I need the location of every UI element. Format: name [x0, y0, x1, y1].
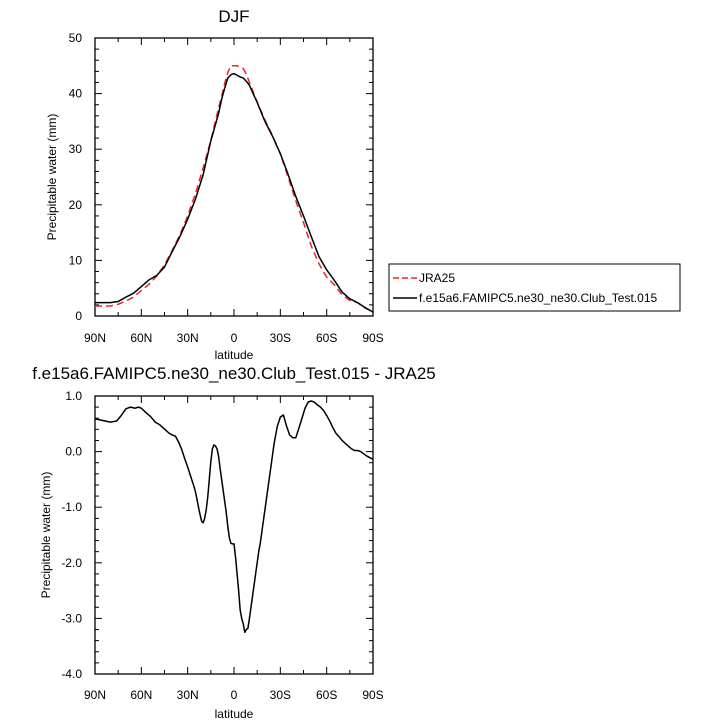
plot-frame — [94, 395, 374, 675]
series-line-1 — [95, 72, 374, 313]
y-axis-label: Precipitable water (mm) — [45, 114, 59, 241]
chart-title: f.e15a6.FAMIPC5.ne30_ne30.Club_Test.015 … — [32, 364, 436, 383]
x-tick-label: 30N — [177, 331, 199, 345]
x-tick-label: 30N — [177, 688, 199, 702]
x-tick-label: 60S — [316, 331, 337, 345]
panel-difference: f.e15a6.FAMIPC5.ne30_ne30.Club_Test.015 … — [32, 364, 436, 721]
y-axis-label: Precipitable water (mm) — [39, 472, 53, 599]
y-tick-label: 10 — [69, 253, 83, 267]
x-tick-label: 60N — [130, 688, 152, 702]
y-tick-label: -2.0 — [61, 556, 82, 570]
y-tick-label: 50 — [69, 31, 83, 45]
y-tick-label: -4.0 — [61, 667, 82, 681]
y-tick-label: 1.0 — [65, 389, 82, 403]
x-tick-label: 90N — [84, 331, 106, 345]
legend-label-0: JRA25 — [419, 271, 455, 285]
x-tick-label: 60N — [130, 331, 152, 345]
legend: JRA25 f.e15a6.FAMIPC5.ne30_ne30.Club_Test… — [388, 263, 681, 312]
x-tick-label: 0 — [231, 688, 238, 702]
x-tick-label: 90N — [84, 688, 106, 702]
x-tick-label: 90S — [362, 331, 383, 345]
y-tick-label: 40 — [69, 87, 83, 101]
x-axis-label: latitude — [215, 348, 254, 362]
x-tick-label: 60S — [316, 688, 337, 702]
legend-label-1: f.e15a6.FAMIPC5.ne30_ne30.Club_Test.015 — [419, 291, 657, 305]
x-tick-label: 90S — [362, 688, 383, 702]
x-tick-label: 30S — [270, 331, 291, 345]
x-tick-label: 0 — [231, 331, 238, 345]
plot-frame — [94, 37, 374, 317]
y-tick-label: 0.0 — [65, 445, 82, 459]
series-line-0 — [95, 65, 374, 313]
y-tick-label: 0 — [75, 309, 82, 323]
x-tick-label: 30S — [270, 688, 291, 702]
panel-climatology: DJF 90N 60N 30N 0 30S 60S 90S 0 10 20 30 40 50 latitud… — [45, 7, 384, 362]
y-tick-label: -1.0 — [61, 500, 82, 514]
x-axis-label: latitude — [215, 707, 254, 721]
chart-title: DJF — [218, 7, 249, 26]
y-tick-label: 30 — [69, 142, 83, 156]
series-line-0 — [94, 400, 374, 634]
y-tick-label: -3.0 — [61, 611, 82, 625]
legend-box — [388, 263, 681, 312]
y-tick-label: 20 — [69, 198, 83, 212]
